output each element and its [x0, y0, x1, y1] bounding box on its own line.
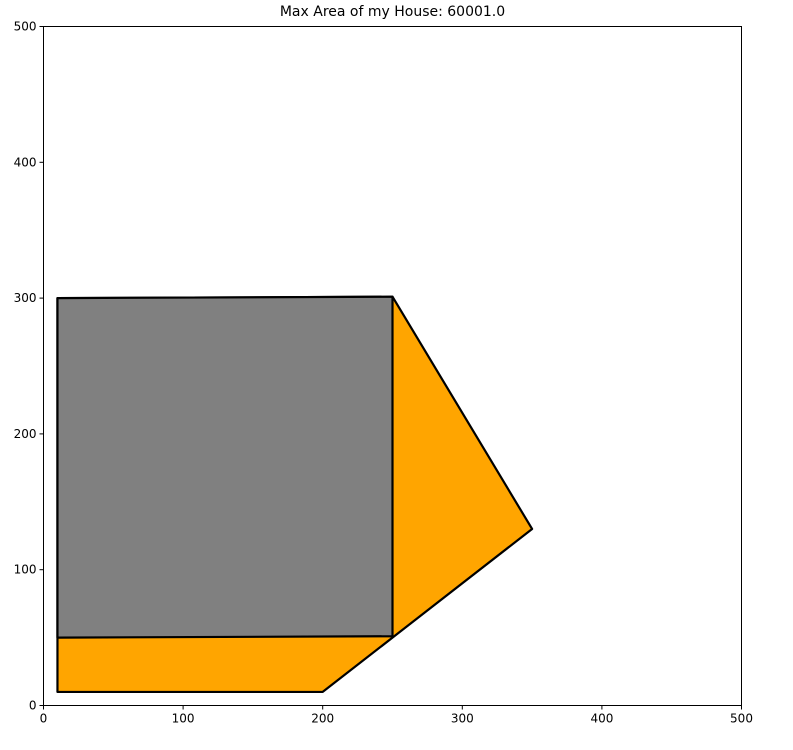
y-axis: 0 100 200 300 400 500: [14, 20, 44, 713]
house-polygon: [56, 295, 394, 639]
y-tick-label: 500: [14, 20, 37, 34]
chart-title: Max Area of my House: 60001.0: [279, 4, 506, 20]
y-tick-label: 300: [14, 291, 37, 305]
y-tick-label: 400: [14, 155, 37, 169]
x-tick-label: 100: [172, 712, 195, 726]
axes-frame: [43, 26, 742, 706]
y-tick-label: 0: [29, 699, 37, 713]
x-tick-label: 400: [590, 712, 613, 726]
shapes-layer: [56, 295, 534, 694]
y-tick-label: 200: [14, 427, 37, 441]
x-tick-label: 300: [451, 712, 474, 726]
x-axis: 0 100 200 300 400 500: [40, 705, 753, 726]
y-tick-label: 100: [14, 563, 37, 577]
x-tick-label: 0: [40, 712, 48, 726]
x-tick-label: 500: [730, 712, 753, 726]
x-tick-label: 200: [311, 712, 334, 726]
